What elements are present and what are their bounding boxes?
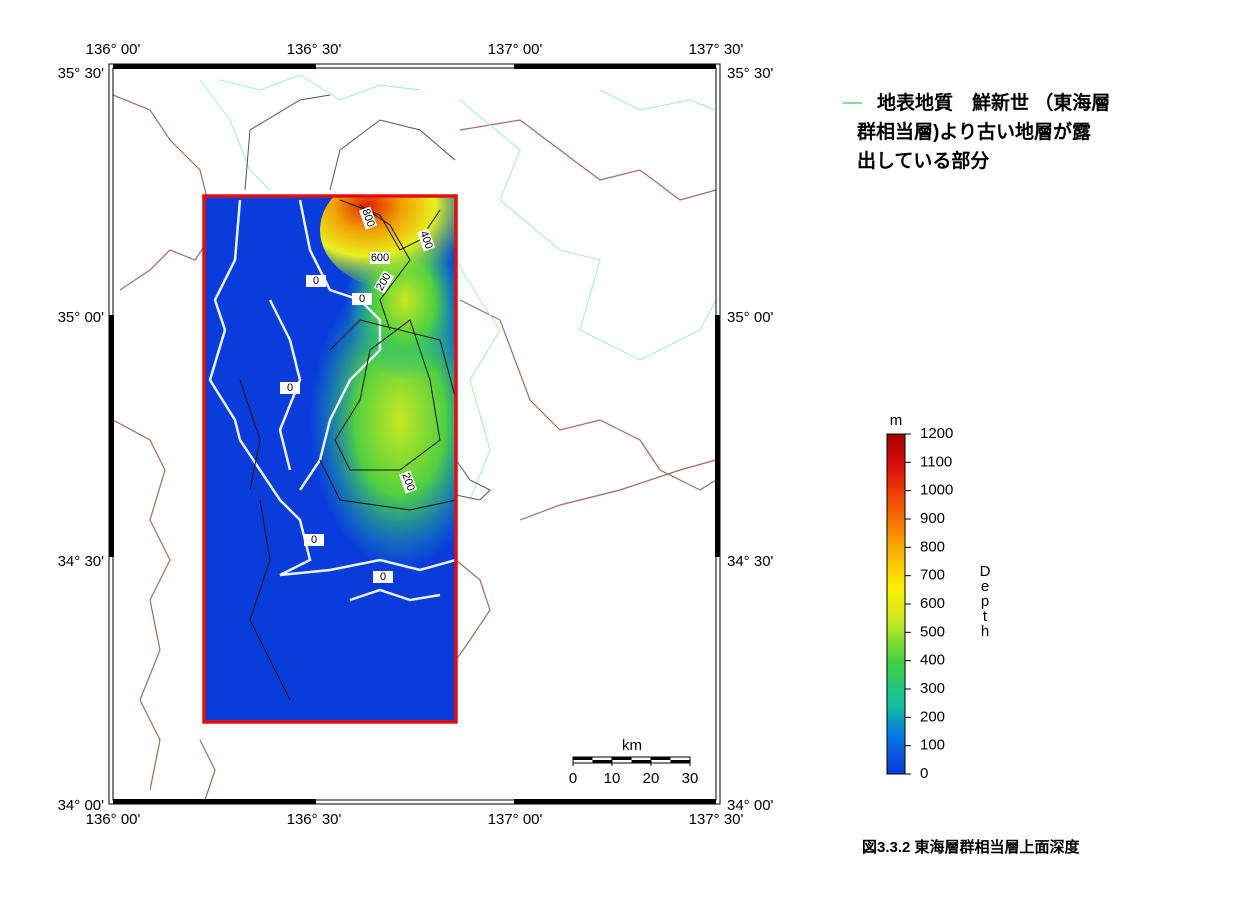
lat-label: 35° 00' [727,309,774,326]
scale-bar-segment [573,757,593,760]
lon-label: 137° 00' [488,811,543,828]
colorbar-tick-label: 700 [920,567,945,584]
contour-label: 200 [399,471,417,492]
contour-label-bg [280,382,300,394]
scale-bar-segment [631,760,651,763]
colorbar-tick-label: 1000 [920,482,953,499]
contour-label-bg [373,270,395,294]
contour-label-bg [358,206,378,230]
lon-label: 136° 30' [287,811,342,828]
scale-bar-label: 20 [643,770,660,787]
geology-outline [199,74,717,501]
colorbar-tick-label: 400 [920,652,945,669]
colorbar-tick-label: 1100 [920,453,952,470]
contour-label-bg [306,275,326,287]
lat-label: 35° 00' [58,309,105,326]
contour-label: 0 [287,382,293,394]
colorbar-tick-label: 200 [920,708,945,725]
lat-label: 34° 30' [58,553,105,570]
lon-label: 137° 30' [689,41,744,58]
legend-text: 地表地質 鮮新世 （東海層 [877,91,1110,114]
lon-label: 136° 00' [86,811,141,828]
lat-label: 34° 00' [58,797,105,814]
colorbar-tick-label: 800 [920,538,945,555]
depth-field [204,196,456,722]
caption: 図3.3.2 東海層群相当層上面深度 [862,838,1081,856]
contour-label: 0 [311,534,317,546]
contour-label: 0 [359,293,365,305]
scale-bar-segment [651,757,671,760]
contour-label: 600 [371,252,389,264]
contour-label-bg [373,571,393,583]
scale-bar-label: 10 [604,770,621,787]
lon-label: 136° 30' [287,41,342,58]
scale-bar-segment [670,760,690,763]
lat-label: 34° 30' [727,553,774,570]
colorbar-tick-label: 1200 [920,425,953,442]
contour-label-bg [370,252,390,264]
colorbar-tick-label: 0 [920,765,928,782]
contour-label: 400 [417,229,435,250]
contour-label: 0 [313,275,319,287]
study-area-box [202,194,458,724]
lon-label: 136° 00' [86,41,141,58]
colorbar-tick-label: 500 [920,623,945,640]
colorbar-tick-label: 300 [920,680,945,697]
contour-label-bg [304,534,324,546]
colorbar-unit: m [890,412,903,429]
contour-outside [244,94,491,501]
contour-label: 0 [380,571,386,583]
scale-bar-label: 0 [569,770,577,787]
legend-text: 群相当層)より古い地層が露 [856,120,1092,143]
map-frame [108,63,721,805]
colorbar-tick-label: 600 [920,595,945,612]
scale-bar-segment [592,760,612,763]
lat-label: 35° 30' [58,65,105,82]
contour-label: 800 [359,207,377,228]
colorbar [886,433,906,775]
scale-unit: km [622,737,642,754]
legend-text: 出している部分 [857,149,989,172]
lat-label: 35° 30' [727,65,774,82]
map-area [112,68,717,801]
contour-label-bg [398,470,418,494]
lat-label: 34° 00' [727,797,774,814]
contour-label-bg [416,228,436,252]
colorbar-tick-label: 100 [920,737,945,754]
scale-bar-segment [612,757,632,760]
contour-label-bg [352,293,372,305]
scale-bar-label: 30 [682,770,699,787]
lon-label: 137° 00' [488,41,543,58]
colorbar-tick-label: 900 [920,510,945,527]
lon-label: 137° 30' [689,811,744,828]
